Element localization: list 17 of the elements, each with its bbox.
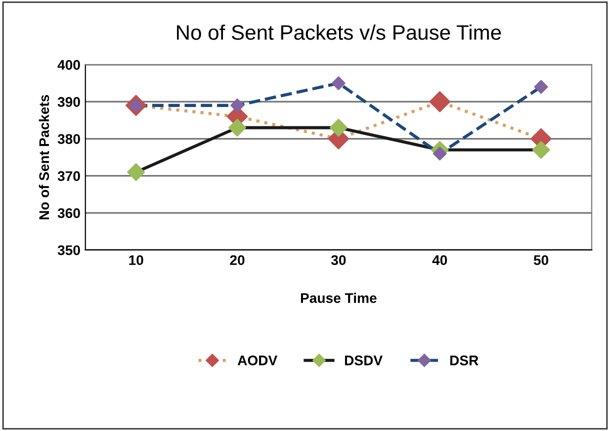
chart-title: No of Sent Packets v/s Pause Time bbox=[176, 24, 501, 40]
x-axis-title: Pause Time bbox=[301, 292, 377, 303]
y-tick-label: 350 bbox=[58, 245, 80, 256]
x-tick-label: 30 bbox=[331, 255, 346, 266]
y-axis-title: No of Sent Packets bbox=[38, 94, 50, 220]
legend-label: AODV bbox=[238, 356, 278, 366]
x-tick-label: 20 bbox=[230, 255, 244, 266]
x-tick-label: 10 bbox=[129, 255, 144, 266]
y-tick-label: 360 bbox=[58, 208, 80, 218]
legend-label: DSR bbox=[450, 356, 478, 366]
y-tick-label: 380 bbox=[58, 134, 80, 144]
x-tick-label: 40 bbox=[432, 255, 447, 266]
legend-label: DSDV bbox=[345, 356, 383, 366]
y-tick-label: 400 bbox=[58, 60, 80, 70]
y-tick-label: 370 bbox=[58, 171, 80, 182]
x-tick-label: 50 bbox=[534, 255, 548, 266]
y-tick-label: 390 bbox=[58, 97, 80, 107]
